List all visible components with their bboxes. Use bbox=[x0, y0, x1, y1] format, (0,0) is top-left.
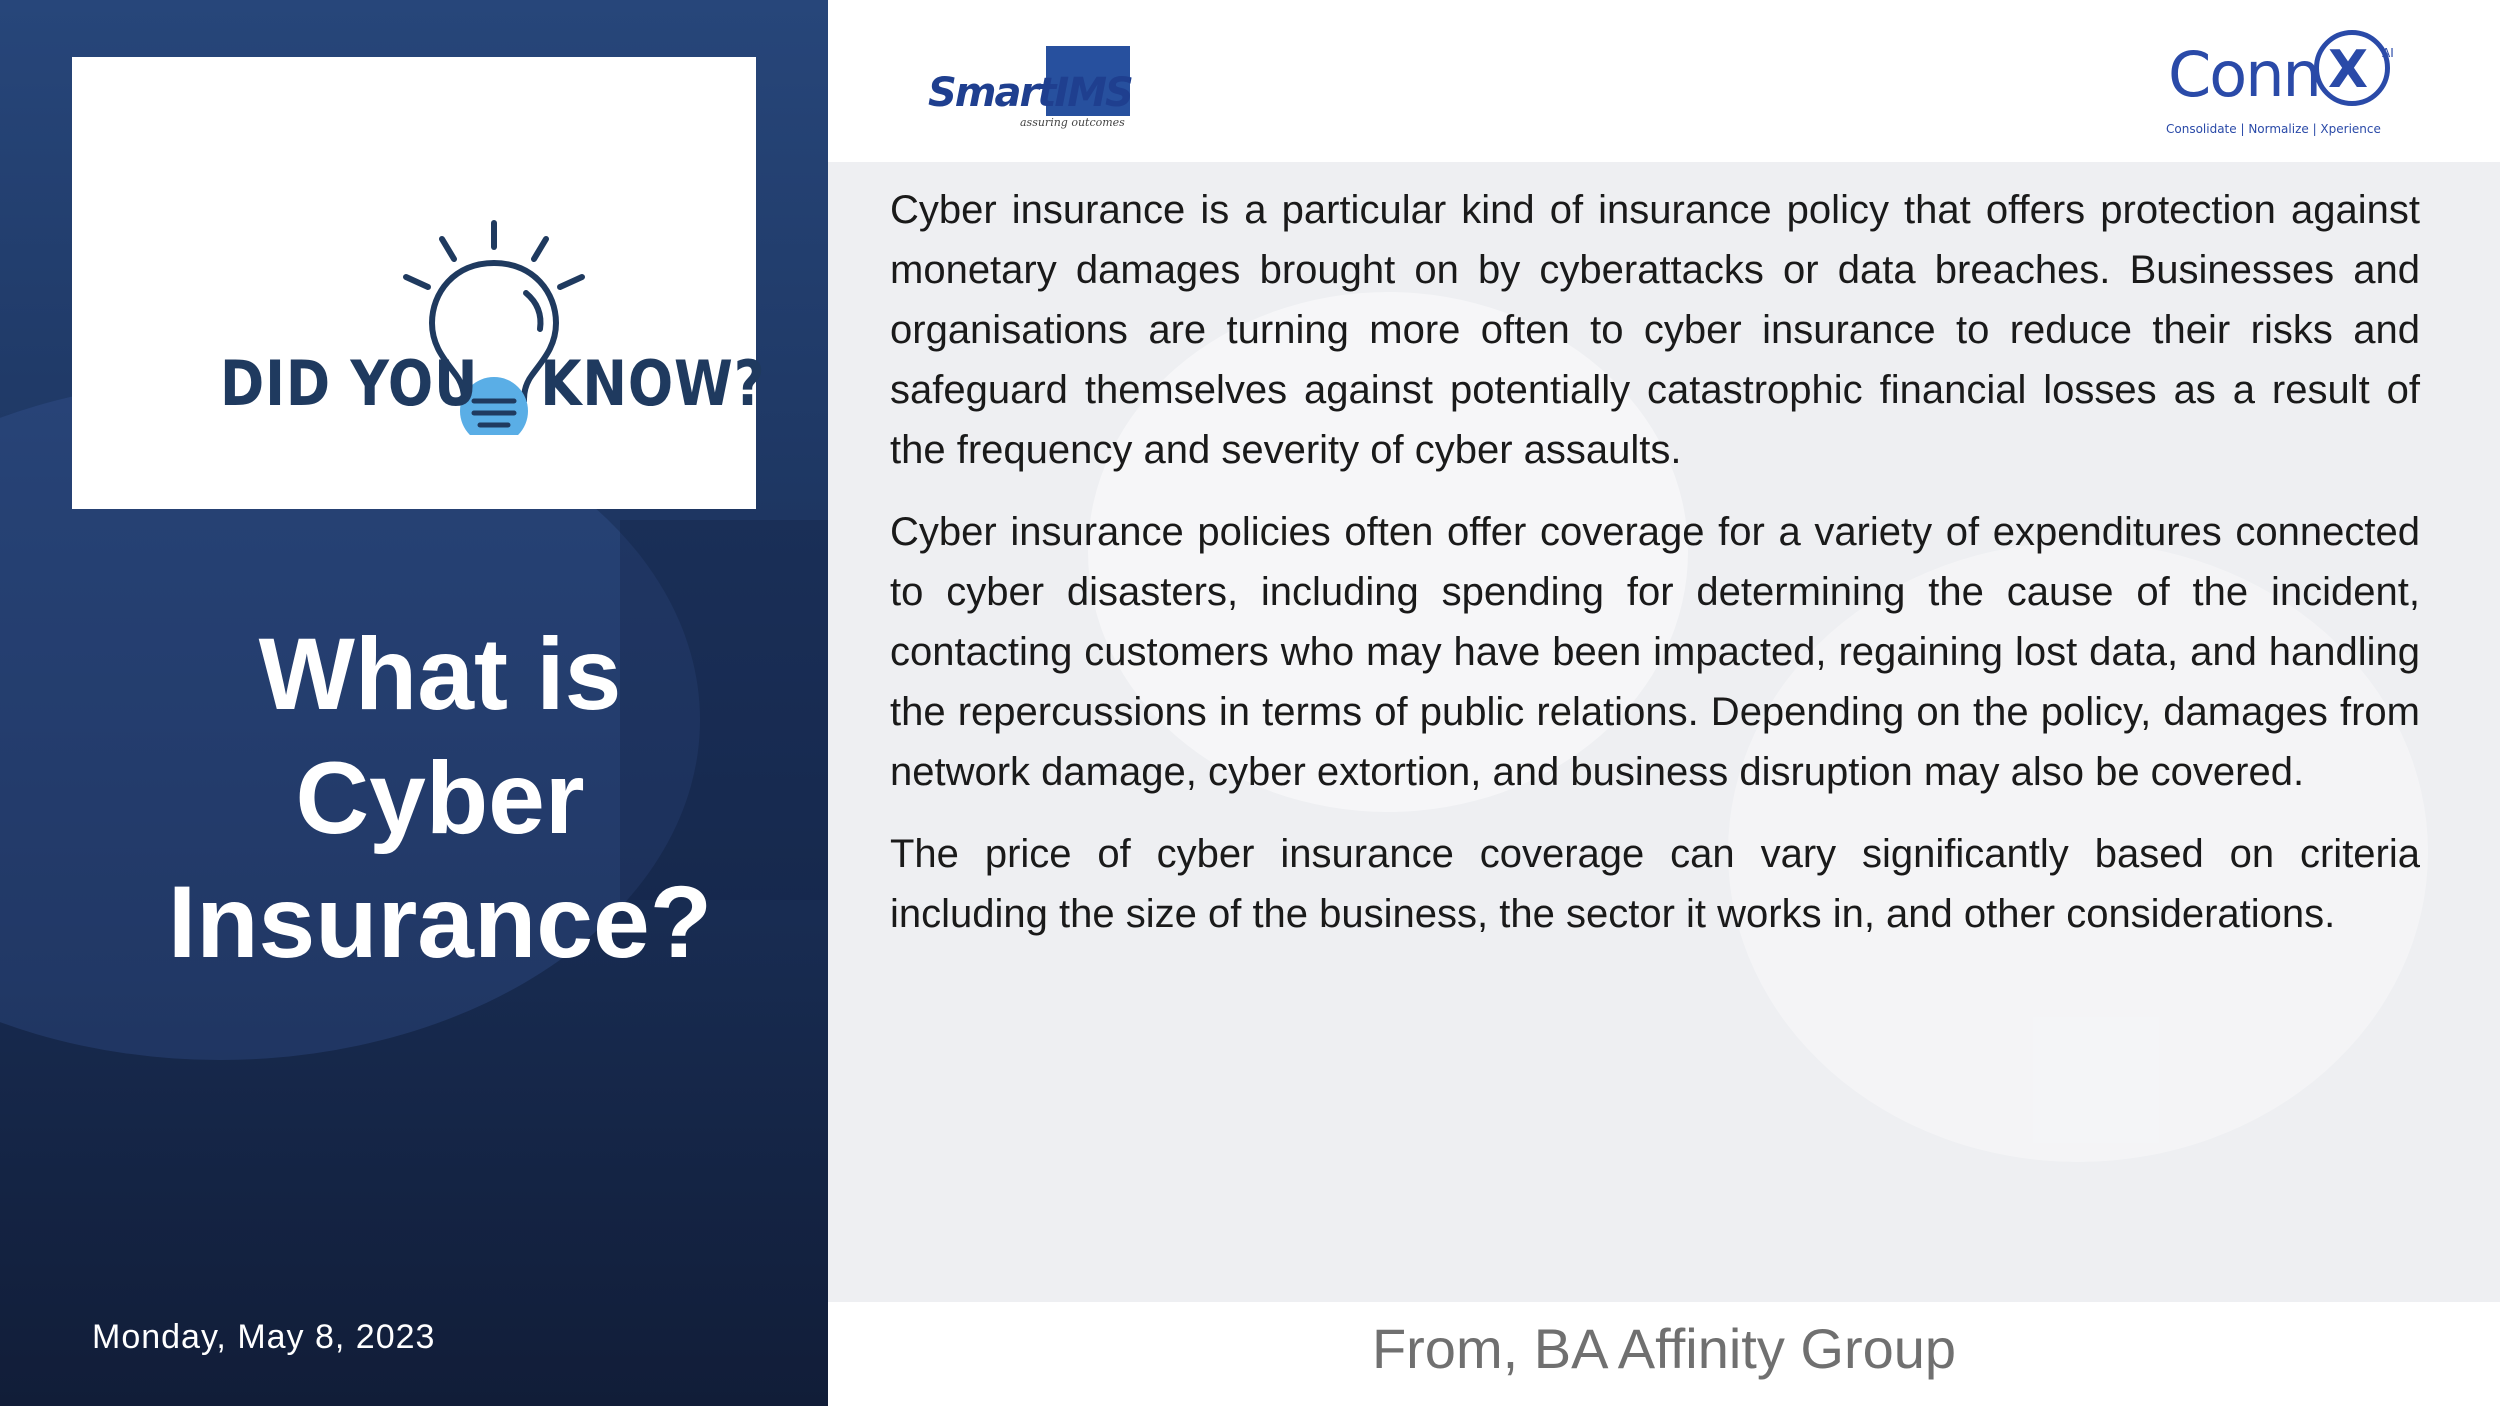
did-you-text: DID YOU bbox=[220, 347, 479, 420]
connx-logo-text: Conn bbox=[2168, 38, 2322, 111]
paragraph: The price of cyber insurance coverage ca… bbox=[890, 832, 2420, 936]
smartims-logo: SmartIMS assuring outcomes bbox=[928, 44, 1148, 134]
sidebar-panel: DID YOU KNOW? What is Cyber Insurance? Mo… bbox=[0, 0, 828, 1406]
connx-logo-tagline: Consolidate | Normalize | Xperience bbox=[2166, 122, 2381, 136]
title-line: Cyber bbox=[295, 741, 585, 855]
connx-logo: Conn X AI Consolidate | Normalize | Xper… bbox=[2156, 26, 2416, 146]
slide-date: Monday, May 8, 2023 bbox=[92, 1318, 436, 1356]
title-line: Insurance? bbox=[167, 865, 713, 979]
title-line: What is bbox=[258, 617, 622, 731]
paragraph: Cyber insurance is a particular kind of … bbox=[890, 188, 2420, 472]
body-text: Cyber insurance is a particular kind of … bbox=[890, 180, 2420, 966]
main-content: Cyber insurance is a particular kind of … bbox=[828, 162, 2500, 1302]
footer-credit: From, BA Affinity Group bbox=[1371, 1317, 1957, 1380]
header-bar: SmartIMS assuring outcomes Conn X AI Con… bbox=[828, 0, 2500, 162]
lightbulb-icon bbox=[403, 220, 585, 435]
smartims-logo-tagline: assuring outcomes bbox=[1020, 116, 1125, 129]
connx-logo-x: X bbox=[2328, 40, 2369, 100]
did-you-know-heading: DID YOU KNOW? bbox=[220, 347, 765, 420]
know-text: KNOW? bbox=[540, 347, 766, 420]
smartims-logo-block bbox=[1046, 46, 1130, 116]
footer-bar: From, BA Affinity Group bbox=[828, 1302, 2500, 1406]
did-you-know-card: DID YOU KNOW? bbox=[72, 57, 765, 509]
background-watermark bbox=[1728, 542, 2428, 1162]
page-title: What is Cyber Insurance? bbox=[100, 612, 780, 984]
background-watermark bbox=[1088, 292, 1688, 812]
background-band bbox=[620, 520, 828, 900]
connx-logo-ai: AI bbox=[2382, 46, 2394, 60]
paragraph: Cyber insurance policies often offer cov… bbox=[890, 510, 2420, 794]
smartims-logo-text: SmartIMS bbox=[928, 70, 1134, 116]
connx-logo-ring bbox=[2314, 30, 2390, 106]
